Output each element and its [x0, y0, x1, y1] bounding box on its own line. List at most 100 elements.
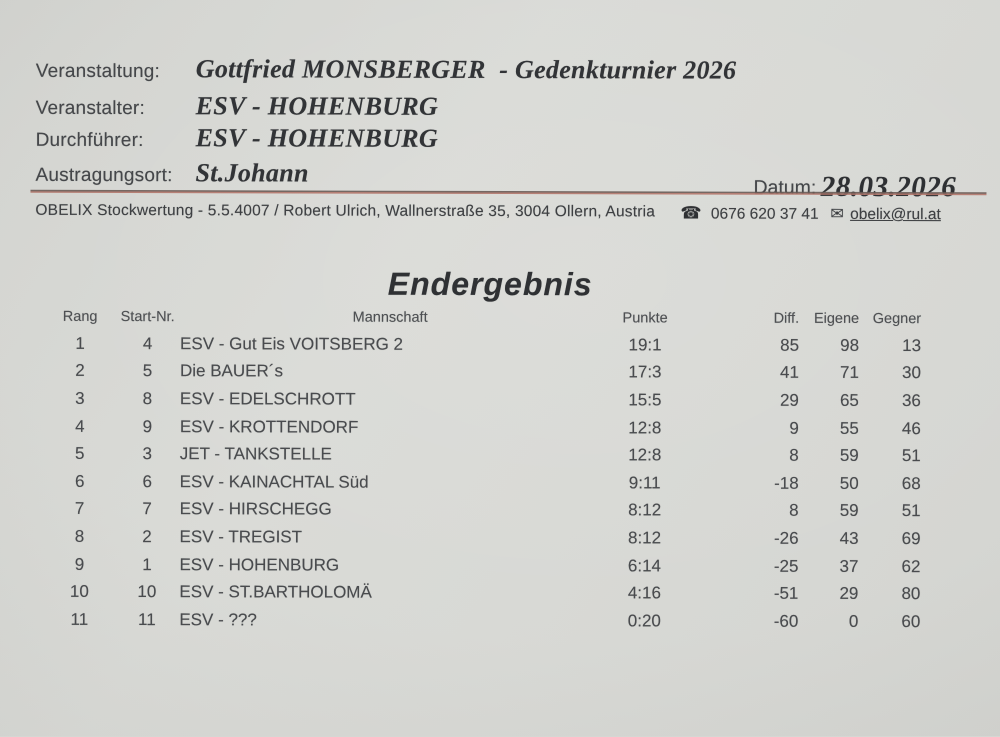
field-label-veranstaltung: Veranstaltung: [35, 60, 161, 83]
cell: 80 [901, 584, 921, 604]
cell: 12:8 [628, 445, 662, 465]
cell: 51 [901, 446, 921, 466]
cell: 9 [74, 554, 85, 574]
cell: 62 [901, 556, 921, 576]
cell: ESV - KROTTENDORF [179, 416, 359, 437]
cell: 13 [902, 335, 922, 355]
cell: 2 [75, 361, 85, 381]
infobar: OBELIX Stockwertung - 5.5.4007 / Robert … [35, 201, 965, 224]
table-row: 1 4 ESV - Gut Eis VOITSBERG 2 19:1 85 98 13 [45, 330, 927, 360]
cell: ESV - ??? [179, 609, 257, 630]
date-value: 28.03.2026 [820, 170, 957, 204]
column-header-punkte: Punkte [622, 310, 668, 327]
table-row: 2 5 Die BAUER´s 17:3 41 71 30 [45, 357, 927, 387]
cell: 1 [75, 333, 85, 353]
cell: 9 [142, 416, 153, 436]
cell: 8:12 [628, 500, 662, 520]
results-table: Rang Start-Nr. Mannschaft Punkte Diff. Eigene… [44, 304, 927, 636]
cell: 51 [901, 501, 921, 521]
cell: 85 [780, 335, 800, 355]
table-row: 7 7 ESV - HIRSCHEGG 8:12 8 59 51 [45, 495, 927, 525]
phone-block: ☎ 0676 620 37 41 [680, 203, 818, 223]
field-label-durchfuehrer: Durchführer: [35, 129, 144, 152]
cell: ESV - HIRSCHEGG [179, 499, 332, 519]
cell: 0 [848, 611, 859, 631]
column-header-diff: Diff. [773, 310, 800, 327]
cell: 6 [142, 471, 152, 491]
table-row: 8 2 ESV - TREGIST 8:12 -26 43 69 [45, 523, 927, 553]
email-block: ✉ obelix@rul.at [830, 204, 940, 224]
cell: 11 [70, 609, 89, 629]
field-austragungsort: Austragungsort: St.Johann [35, 158, 308, 187]
cell: 10 [137, 582, 157, 602]
table-row: 10 10 ESV - ST.BARTHOLOMÄ 4:16 -51 29 80 [44, 578, 926, 608]
cell: 29 [839, 584, 859, 604]
cell: ESV - ST.BARTHOLOMÄ [179, 582, 372, 602]
cell: ESV - HOHENBURG [179, 554, 340, 575]
cell: 7 [74, 499, 85, 519]
cell: -25 [773, 556, 799, 576]
cell: 68 [901, 473, 921, 493]
cell: 50 [839, 473, 859, 493]
cell: 2 [142, 527, 152, 547]
cell: 8 [142, 389, 153, 409]
cell: 8 [74, 526, 85, 546]
page-title: Endergebnis [387, 265, 593, 303]
cell: 65 [839, 390, 859, 410]
date-label: Datum: [753, 176, 817, 199]
cell: 59 [839, 501, 859, 521]
field-veranstalter: Veranstalter: ESV - HOHENBURG [35, 91, 438, 121]
column-header-rang: Rang [62, 308, 98, 325]
cell: 30 [902, 363, 922, 383]
column-header-gegner: Gegner [872, 310, 922, 328]
cell: 8 [789, 501, 799, 521]
table-row: 9 1 ESV - HOHENBURG 6:14 -25 37 62 [44, 551, 926, 581]
cell: -60 [773, 611, 799, 631]
cell: 12:8 [628, 417, 662, 438]
date-block: Datum: 28.03.2026 [753, 169, 956, 203]
cell: 9 [789, 418, 799, 438]
cell: 4 [142, 333, 153, 353]
table-row: 3 8 ESV - EDELSCHROTT 15:5 29 65 36 [45, 385, 927, 415]
cell: 0:20 [627, 611, 661, 631]
cell: 10 [69, 582, 89, 602]
cell: 29 [779, 390, 799, 410]
cell: 71 [840, 363, 860, 383]
phone-number: 0676 620 37 41 [710, 205, 819, 223]
cell: ESV - EDELSCHROTT [179, 389, 356, 409]
cell: 36 [901, 391, 921, 411]
column-header-eigene: Eigene [813, 310, 860, 327]
software-info: OBELIX Stockwertung - 5.5.4007 / Robert … [35, 201, 656, 221]
field-value-durchfuehrer: ESV - HOHENBURG [195, 123, 439, 153]
field-label-austragungsort: Austragungsort: [35, 164, 173, 187]
cell: 59 [839, 446, 859, 466]
table-row: 5 3 JET - TANKSTELLE 12:8 8 59 51 [45, 440, 927, 470]
cell: 9:11 [628, 473, 661, 493]
cell: 19:1 [628, 335, 662, 355]
cell: 98 [840, 335, 860, 355]
field-value-veranstaltung: Gottfried MONSBERGER - Gedenkturnier 202… [195, 54, 737, 85]
field-durchfuehrer: Durchführer: ESV - HOHENBURG [35, 123, 438, 153]
column-header-startnr: Start-Nr. [120, 309, 175, 326]
cell: -26 [773, 528, 799, 548]
table-row: 11 11 ESV - ??? 0:20 -60 0 60 [44, 606, 926, 636]
field-veranstaltung: Veranstaltung: Gottfried MONSBERGER - Ge… [35, 54, 737, 84]
cell: -51 [773, 583, 799, 603]
field-label-veranstalter: Veranstalter: [35, 97, 145, 120]
cell: 7 [142, 499, 152, 519]
cell: 8:12 [627, 528, 662, 548]
cell: 11 [137, 609, 156, 629]
cell: 3 [142, 444, 153, 464]
cell: 43 [839, 528, 859, 548]
cell: 41 [780, 363, 800, 383]
cell: 55 [839, 418, 859, 438]
cell: 4:16 [627, 583, 661, 603]
cell: 6:14 [627, 555, 662, 575]
cell: 17:3 [628, 362, 662, 382]
cell: ESV - TREGIST [179, 527, 303, 547]
table-header-row: Rang Start-Nr. Mannschaft Punkte Diff. Eigene… [45, 304, 927, 332]
phone-icon: ☎ [680, 203, 702, 223]
field-value-austragungsort: St.Johann [195, 158, 309, 188]
